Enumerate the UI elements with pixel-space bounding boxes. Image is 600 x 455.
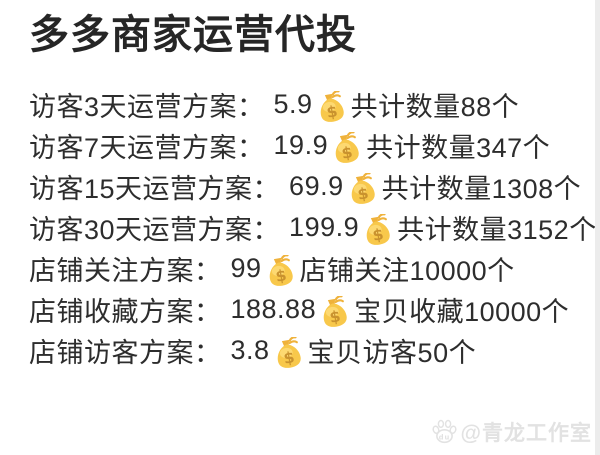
price-list: 访客3天运营方案： 5.9 $ 共计数量88个 访客7天运营方案： 19.9 $… xyxy=(29,84,596,371)
watermark-handle: @青龙工作室 xyxy=(460,422,592,445)
svg-text:$: $ xyxy=(328,307,342,327)
plan-row: 店铺关注方案： 99 $ 店铺关注10000个 xyxy=(29,248,590,289)
plan-quantity: 宝贝访客50个 xyxy=(307,338,477,368)
paw-du-text: du xyxy=(438,434,449,442)
money-bag-icon: $ xyxy=(361,214,394,245)
plan-row: 访客15天运营方案： 69.9 $ 共计数量1308个 xyxy=(29,166,590,207)
money-bag-icon: $ xyxy=(315,91,348,122)
plan-label: 店铺访客方案： xyxy=(29,338,222,368)
plan-quantity: 共计数量347个 xyxy=(366,133,551,163)
plan-quantity: 共计数量1308个 xyxy=(381,174,582,204)
plan-price: 188.88 xyxy=(230,294,317,324)
plan-row: 店铺访客方案： 3.8 $ 宝贝访客50个 xyxy=(29,330,590,371)
svg-text:$: $ xyxy=(340,143,354,163)
money-bag-icon: $ xyxy=(264,255,297,286)
svg-text:$: $ xyxy=(325,102,339,122)
right-edge-strip xyxy=(595,0,600,455)
svg-text:$: $ xyxy=(274,266,288,286)
svg-text:$: $ xyxy=(356,184,370,204)
plan-quantity: 共计数量3152个 xyxy=(397,215,597,245)
plan-label: 访客15天运营方案： xyxy=(29,174,281,204)
plan-price: 69.9 xyxy=(289,171,344,201)
svg-text:$: $ xyxy=(282,348,296,368)
plan-row: 访客7天运营方案： 19.9 $ 共计数量347个 xyxy=(29,125,590,166)
money-bag-icon: $ xyxy=(346,173,379,204)
plan-row: 访客3天运营方案： 5.9 $ 共计数量88个 xyxy=(29,84,590,125)
plan-price: 3.8 xyxy=(230,335,270,365)
plan-quantity: 宝贝收藏10000个 xyxy=(354,297,570,327)
plan-label: 店铺收藏方案： xyxy=(29,297,222,327)
plan-label: 店铺关注方案： xyxy=(29,256,222,286)
money-bag-icon: $ xyxy=(272,337,305,368)
watermark: du @青龙工作室 xyxy=(431,417,592,447)
plan-price: 199.9 xyxy=(289,212,360,242)
money-bag-icon: $ xyxy=(318,296,351,327)
plan-label: 访客3天运营方案： xyxy=(29,92,265,122)
plan-quantity: 店铺关注10000个 xyxy=(299,256,515,286)
money-bag-icon: $ xyxy=(330,132,363,163)
plan-row: 店铺收藏方案： 188.88 $ 宝贝收藏10000个 xyxy=(29,289,590,330)
plan-price: 99 xyxy=(230,253,262,283)
plan-quantity: 共计数量88个 xyxy=(350,92,520,122)
plan-row: 访客30天运营方案： 199.9 $ 共计数量3152个 xyxy=(29,207,596,248)
plan-price: 5.9 xyxy=(273,89,313,119)
plan-label: 访客30天运营方案： xyxy=(29,215,281,245)
svg-text:$: $ xyxy=(371,225,385,245)
page-title: 多多商家运营代投 xyxy=(29,13,357,57)
plan-label: 访客7天运营方案： xyxy=(29,133,265,163)
plan-price: 19.9 xyxy=(273,130,329,160)
baidu-paw-icon: du xyxy=(431,419,458,445)
